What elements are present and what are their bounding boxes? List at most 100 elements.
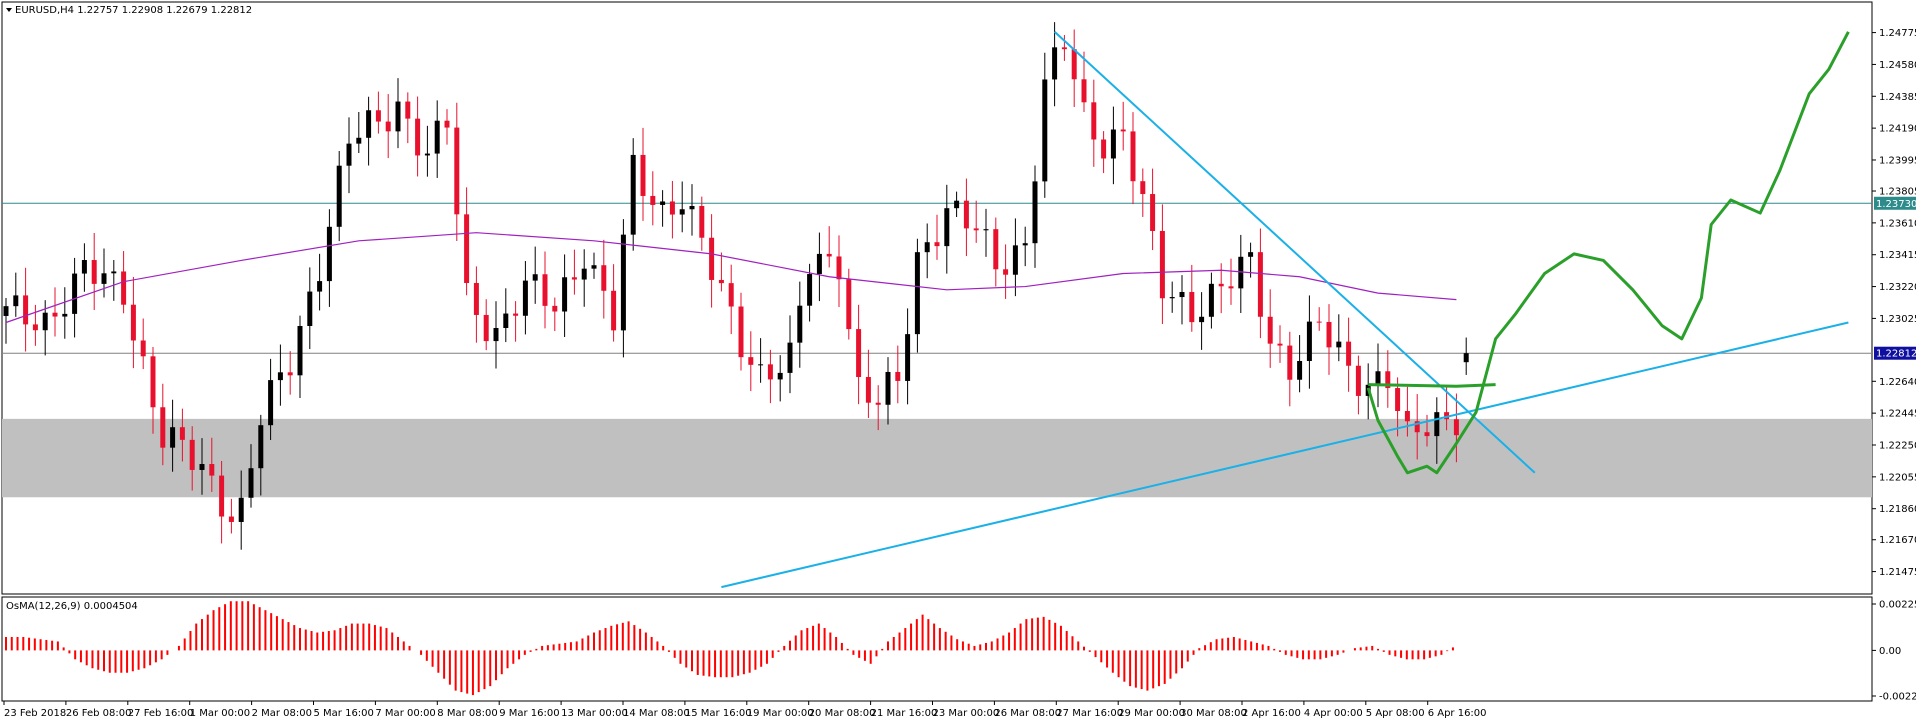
candle-body: [189, 439, 195, 470]
time-tick-label: 20 Mar 08:00: [809, 708, 876, 719]
candle-body: [1003, 269, 1009, 275]
time-tick-label: 23 Feb 2018: [4, 708, 66, 719]
price-tick-label: 1.24580: [1879, 60, 1916, 71]
candle-body: [738, 306, 744, 358]
candle-body: [542, 274, 548, 306]
time-tick-label: 8 Mar 08:00: [437, 708, 497, 719]
candle-body: [1336, 341, 1342, 348]
time-tick-label: 30 Mar 08:00: [1180, 708, 1247, 719]
candle-body: [1169, 297, 1175, 299]
candle-body: [1277, 343, 1283, 346]
candle-body: [914, 252, 920, 335]
candle-body: [797, 305, 803, 343]
candle-body: [1346, 341, 1352, 366]
candle-body: [1424, 432, 1430, 437]
candle-body: [317, 281, 323, 292]
time-tick-label: 29 Mar 00:00: [1118, 708, 1185, 719]
triangle-down-icon[interactable]: [6, 8, 12, 12]
neckline-path[interactable]: [1368, 383, 1496, 388]
candle-body: [1042, 79, 1048, 182]
candle-body: [934, 242, 940, 247]
candle-body: [121, 271, 127, 305]
candle-body: [689, 206, 695, 210]
candle-body: [268, 380, 274, 426]
candle-body: [767, 364, 773, 380]
candle-body: [493, 328, 499, 342]
price-tick-label: 1.21475: [1879, 567, 1916, 578]
candle-body: [356, 137, 362, 144]
price-tick-label: 1.24775: [1879, 28, 1916, 39]
price-tick-label: 1.23610: [1879, 218, 1916, 229]
candle-body: [611, 290, 617, 331]
candle-body: [1434, 412, 1440, 437]
time-tick-label: 13 Mar 00:00: [561, 708, 628, 719]
candle-body: [3, 306, 9, 316]
osma-tick-label: 0.002255: [1879, 600, 1916, 611]
trendline-group[interactable]: [721, 31, 1849, 589]
projection-path[interactable]: [1366, 31, 1850, 475]
candle-body: [895, 371, 901, 381]
price-tick-label: 1.23220: [1879, 282, 1916, 293]
candle-body: [258, 425, 264, 469]
candle-body: [375, 110, 381, 122]
candle-body: [473, 282, 479, 315]
candle-body: [1248, 252, 1254, 257]
time-tick-label: 5 Apr 08:00: [1366, 708, 1425, 719]
price-tick-label: 1.23415: [1879, 250, 1916, 261]
candle-body: [1395, 388, 1401, 412]
candle-body: [405, 101, 411, 119]
candle-body: [1297, 360, 1303, 380]
candle-body: [552, 305, 558, 312]
osma-axis: 0.002255 0.00 -0.002220: [1872, 600, 1916, 703]
time-tick-label: 26 Mar 08:00: [994, 708, 1061, 719]
time-tick-label: 9 Mar 16:00: [499, 708, 559, 719]
time-tick-label: 27 Mar 16:00: [1056, 708, 1123, 719]
level-price-label: 1.23730: [1876, 199, 1916, 210]
candle-body: [905, 334, 911, 381]
candle-body: [72, 273, 78, 314]
candle-body: [660, 201, 666, 205]
osma-histogram: [5, 601, 1454, 696]
candle-body: [591, 265, 597, 269]
candle-body: [1463, 353, 1469, 363]
candle-body: [1257, 252, 1263, 317]
current-price-label: 1.22812: [1876, 349, 1916, 360]
candle-body: [1120, 129, 1126, 132]
candle-body: [924, 242, 930, 253]
candle-body: [503, 313, 509, 329]
candle-body: [1140, 181, 1146, 195]
candle-body: [277, 372, 283, 381]
price-tick-label: 1.23025: [1879, 314, 1916, 325]
candle-body: [1091, 102, 1097, 140]
candle-body: [1110, 129, 1116, 159]
candle-body: [885, 371, 891, 405]
price-axis: 1.24775 1.24580 1.24385 1.24190 1.23995 1.238…: [1872, 28, 1916, 578]
candle-body: [748, 357, 754, 365]
candle-body: [581, 268, 587, 280]
candle-body: [1287, 345, 1293, 380]
osma-tick-label: 0.00: [1879, 646, 1901, 657]
candle-body: [228, 516, 234, 522]
candle-body: [865, 376, 871, 403]
candle-body: [640, 154, 646, 196]
time-tick-label: 5 Mar 16:00: [314, 708, 374, 719]
candle-body: [1375, 371, 1381, 385]
candle-body: [522, 280, 528, 316]
candle-body: [52, 312, 58, 317]
candle-body: [963, 200, 969, 229]
candle-body: [140, 340, 146, 357]
osma-header: OsMA(12,26,9) 0.0004504: [6, 601, 138, 612]
candle-body: [954, 200, 960, 209]
candle-body: [111, 271, 117, 274]
candle-body: [150, 356, 156, 408]
candle-body: [1071, 49, 1077, 80]
candle-body: [13, 295, 19, 307]
candle-body: [444, 120, 450, 128]
candle-body: [983, 229, 989, 231]
candle-body: [620, 234, 626, 331]
trendline: [721, 321, 1849, 589]
candle-body: [1218, 283, 1224, 287]
candle-body: [846, 279, 852, 330]
